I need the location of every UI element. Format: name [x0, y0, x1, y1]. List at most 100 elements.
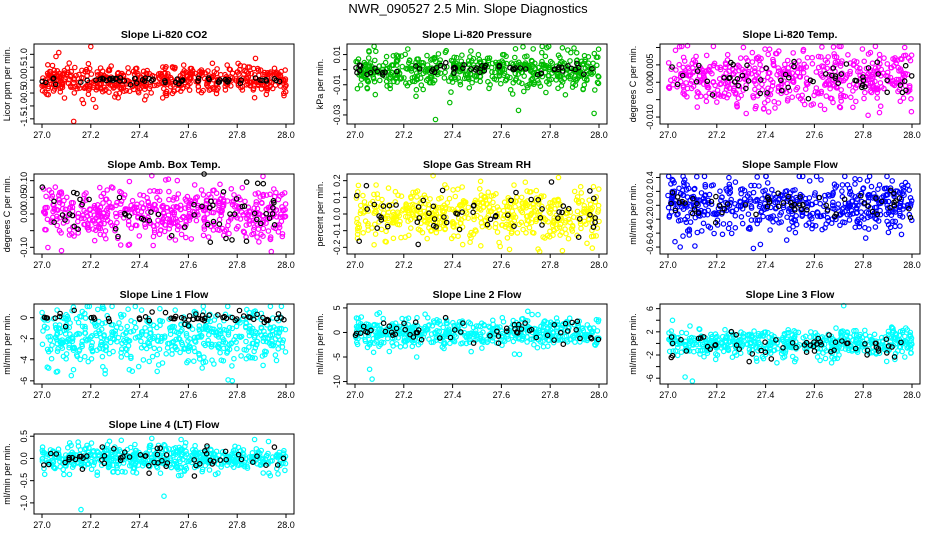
- data-point: [128, 225, 135, 232]
- data-point-reference: [254, 180, 261, 187]
- x-tick-label: 27.6: [180, 260, 198, 270]
- data-point-reference: [522, 66, 529, 72]
- data-point: [260, 362, 266, 369]
- data-point: [124, 351, 130, 358]
- data-point: [735, 95, 742, 102]
- data-point: [594, 79, 601, 86]
- x-tick-label: 27.6: [493, 130, 511, 140]
- data-point: [163, 88, 170, 95]
- data-point: [457, 81, 464, 88]
- data-point: [595, 46, 602, 53]
- y-tick-label: 0: [19, 315, 29, 320]
- data-point: [765, 109, 772, 115]
- data-point-outlier: [58, 247, 65, 254]
- data-point: [767, 227, 773, 233]
- data-point: [372, 91, 379, 98]
- data-point: [672, 47, 679, 54]
- data-point-outlier: [366, 366, 373, 373]
- data-point-reference: [393, 68, 400, 75]
- x-tick-label: 27.2: [708, 260, 726, 270]
- y-tick-label: 0.0: [19, 74, 29, 87]
- data-point: [759, 196, 765, 202]
- data-point: [852, 181, 858, 187]
- data-point-reference: [902, 62, 909, 69]
- data-point: [761, 100, 768, 106]
- data-point: [149, 353, 156, 360]
- data-point: [124, 323, 131, 330]
- data-point-reference: [548, 179, 555, 185]
- data-point-reference: [428, 68, 435, 74]
- data-point: [537, 83, 544, 90]
- data-point-reference: [496, 62, 503, 69]
- data-point-reference: [178, 78, 185, 85]
- data-point-reference: [451, 64, 458, 71]
- data-point: [694, 229, 701, 236]
- data-point-reference: [374, 68, 381, 75]
- data-point: [245, 64, 251, 70]
- data-point: [282, 349, 289, 355]
- data-point: [861, 89, 868, 96]
- data-point: [157, 73, 164, 80]
- data-point: [520, 43, 526, 50]
- data-point: [255, 81, 261, 88]
- y-axis-label: ml/min per min.: [628, 183, 638, 245]
- data-point: [766, 46, 773, 53]
- data-point: [180, 62, 187, 68]
- data-point: [768, 186, 775, 193]
- data-point: [430, 80, 436, 86]
- data-point: [555, 174, 562, 181]
- data-point: [828, 220, 835, 227]
- data-point: [424, 235, 431, 242]
- data-point-reference: [477, 69, 483, 76]
- x-tick-label: 27.0: [33, 130, 51, 140]
- data-point-reference: [195, 75, 202, 82]
- data-point: [757, 61, 763, 68]
- data-point-reference: [538, 70, 545, 77]
- data-point: [555, 52, 562, 59]
- data-point: [595, 80, 602, 87]
- data-point: [468, 348, 475, 355]
- x-tick-label: 27.6: [180, 130, 198, 140]
- data-point: [216, 323, 223, 329]
- data-point-reference: [50, 75, 57, 82]
- data-point: [562, 226, 568, 232]
- data-point-reference: [84, 77, 91, 84]
- data-point: [839, 182, 846, 188]
- data-point: [59, 84, 66, 91]
- data-point: [476, 56, 483, 63]
- data-point-reference: [713, 193, 719, 200]
- data-point: [549, 70, 555, 76]
- data-point-outlier: [70, 118, 77, 125]
- data-point: [39, 87, 46, 94]
- data-point: [76, 71, 82, 78]
- data-point: [503, 60, 510, 67]
- data-point: [571, 45, 577, 51]
- data-point-reference: [439, 187, 446, 194]
- data-point: [872, 43, 879, 50]
- data-point: [740, 44, 747, 51]
- x-tick-label: 27.6: [493, 260, 511, 270]
- data-point: [703, 98, 710, 105]
- y-tick-label: -1.0: [19, 98, 29, 114]
- data-point-reference: [353, 65, 359, 71]
- data-point: [545, 73, 551, 79]
- data-point: [64, 194, 70, 201]
- data-point-reference: [195, 78, 201, 84]
- data-point: [270, 186, 277, 192]
- y-axis-label: ml/min per min.: [628, 313, 638, 375]
- data-point: [529, 311, 535, 318]
- data-point-reference: [236, 307, 243, 314]
- y-tick-label: 0.10: [19, 172, 29, 190]
- data-point: [512, 203, 518, 210]
- data-point: [511, 54, 518, 61]
- data-point: [157, 305, 163, 312]
- y-tick-label: -0.10: [19, 237, 29, 258]
- data-point: [540, 343, 547, 350]
- data-point: [775, 100, 782, 106]
- data-point: [749, 59, 756, 65]
- data-point: [516, 351, 523, 358]
- data-point: [163, 64, 169, 70]
